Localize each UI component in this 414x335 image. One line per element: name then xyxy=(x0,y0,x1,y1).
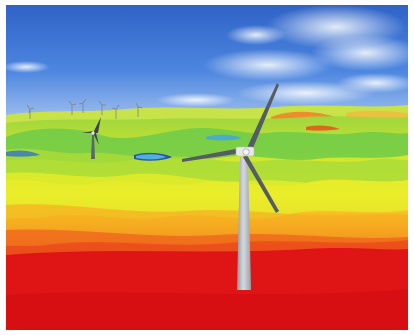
distant-turbine xyxy=(111,104,120,119)
turbine-tower xyxy=(237,157,251,290)
wind-farm-scene xyxy=(6,5,408,330)
turbine-blade xyxy=(182,148,242,162)
mid-turbine xyxy=(82,117,101,159)
clouds xyxy=(6,5,408,107)
turbine-blade xyxy=(246,83,279,153)
distant-turbine xyxy=(68,100,77,115)
distant-turbine xyxy=(98,100,106,115)
main-turbine xyxy=(182,83,279,290)
turbine-blade xyxy=(243,155,279,213)
distant-turbines xyxy=(26,98,143,119)
terrain-bands xyxy=(6,125,408,330)
distant-turbine xyxy=(135,102,143,117)
turbine-hub xyxy=(242,148,250,156)
scene-svg xyxy=(6,5,408,330)
distant-turbine xyxy=(78,98,87,113)
distant-turbine xyxy=(26,104,35,119)
